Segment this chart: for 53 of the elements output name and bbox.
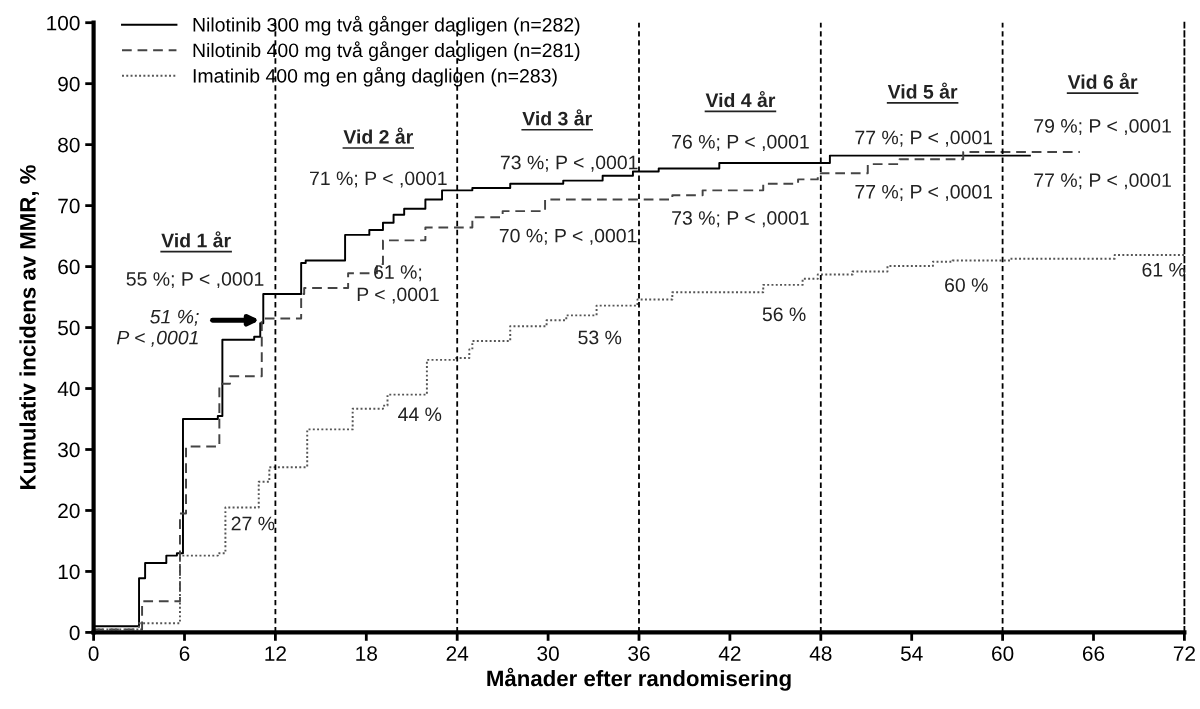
annotation: 27 % [231,516,275,531]
annotation: 76 %; P < ,0001 [672,134,809,151]
annotation: 60 % [945,278,988,292]
annotation: 70 %; P < ,0001 [499,228,637,245]
annotation: 53 % [578,330,622,345]
x-tick-label: 42 [718,646,741,661]
y-tick-label: 80 [58,137,80,153]
x-axis-title: Månader efter randomisering [487,667,791,691]
annotation: Vid 5 år [887,82,958,99]
y-tick-label: 10 [58,564,80,580]
x-tick-label: 54 [900,646,923,661]
annotation: 51 %; P < ,0001 [116,309,199,347]
annotation: Vid 2 år [343,127,413,144]
y-tick-label: 90 [58,76,80,92]
y-tick-label: 50 [58,320,80,336]
legend-label: Imatinib 400 mg en gång dagligen (n=283) [193,66,557,87]
legend-label: Nilotinib 300 mg två gånger dagligen (n=282) [193,15,580,36]
annotation: Vid 1 år [161,231,231,248]
annotation: 71 %; P < ,0001 [310,171,447,188]
y-tick-label: 40 [57,381,80,397]
annotation: 61 % [1142,262,1186,277]
annotation: 77 %; P < ,0001 [1034,173,1171,190]
x-tick-label: 60 [992,646,1014,661]
x-tick-label: 24 [446,646,469,661]
annotation: 79 %; P < ,0001 [1034,119,1171,136]
x-tick-label: 72 [1173,646,1195,661]
y-tick-label: 100 [47,15,80,31]
x-tick-label: 6 [179,646,190,661]
y-tick-label: 30 [58,442,80,458]
x-tick-label: 48 [809,646,832,661]
annotation: 61 %; P < ,0001 [357,265,439,304]
annotation: 44 % [398,407,442,422]
annotation: 77 %; P < ,0001 [855,184,993,201]
x-tick-label: 36 [628,646,650,661]
annotation: Vid 4 år [705,90,776,108]
annotation: Vid 6 år [1067,72,1138,89]
annotation: 56 % [762,307,806,322]
x-tick-label: 12 [265,646,286,661]
legend-label: Nilotinib 400 mg två gånger dagligen (n=281) [193,41,580,62]
annotation: 73 %; P < ,0001 [672,211,809,228]
y-tick-label: 20 [58,503,80,519]
x-tick-label: 66 [1082,646,1105,661]
x-tick-label: 0 [88,646,99,661]
annotation: 77 %; P < ,0001 [855,130,993,147]
y-tick-label: 0 [69,625,80,641]
annotation: 73 %; P < ,0001 [500,155,638,172]
y-axis-title: Kumulativ incidens av MMR, % [19,165,39,490]
x-tick-label: 18 [356,646,377,661]
annotation: 55 %; P < ,0001 [126,272,264,289]
annotation: Vid 3 år [522,109,592,126]
y-tick-label: 70 [58,198,80,214]
y-tick-label: 60 [58,259,80,275]
x-tick-label: 30 [537,646,559,661]
